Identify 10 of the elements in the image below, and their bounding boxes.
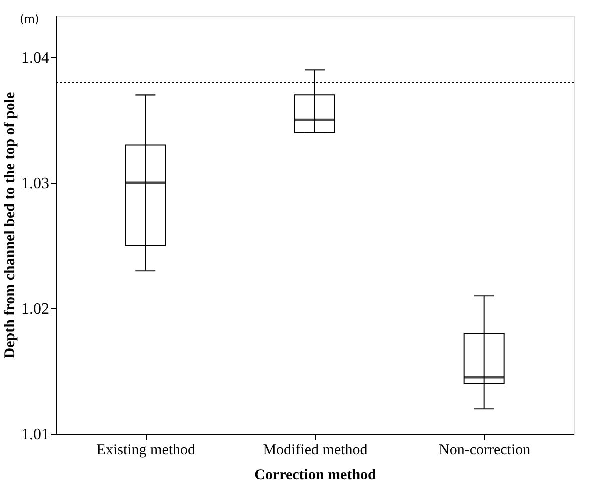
x-tick-label: Existing method: [96, 442, 196, 458]
y-tick-label: 1.02: [22, 300, 50, 318]
y-tick-label: 1.03: [22, 175, 50, 192]
x-tick-label: Modified method: [263, 442, 368, 458]
y-tick-label: 1.04: [22, 50, 50, 67]
y-tick-label: 1.01: [22, 426, 50, 444]
text: (m): [20, 13, 40, 26]
x-tick-label: Non-correction: [439, 442, 532, 458]
x-axis-title: Correction method: [254, 468, 378, 484]
y-axis-title: Depth from channel bed to the top of pole: [2, 92, 18, 359]
